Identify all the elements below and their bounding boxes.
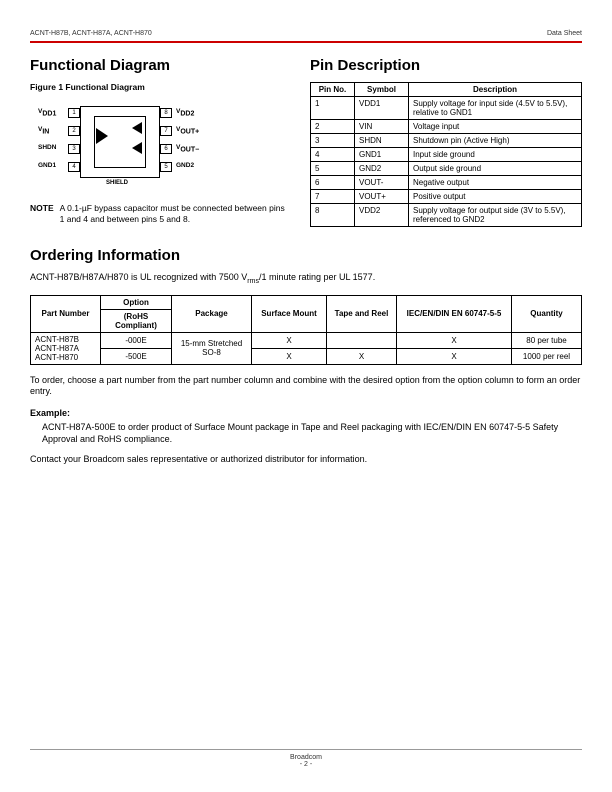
- pin-desc: Supply voltage for output side (3V to 5.…: [409, 204, 582, 227]
- input-amp-icon: [96, 128, 108, 144]
- ord-th-iec: IEC/EN/DIN EN 60747-5-5: [397, 295, 512, 332]
- ordering-heading: Ordering Information: [30, 247, 582, 264]
- pin-table-row: 1VDD1Supply voltage for input side (4.5V…: [311, 97, 582, 120]
- functional-diagram-heading: Functional Diagram: [30, 57, 290, 74]
- pin-desc: Output side ground: [409, 162, 582, 176]
- note-text: A 0.1-µF bypass capacitor must be connec…: [60, 203, 290, 225]
- page-header: ACNT-H87B, ACNT-H87A, ACNT-H870 Data She…: [30, 30, 582, 37]
- ord-pn-cell: ACNT-H87B ACNT-H87A ACNT-H870: [31, 332, 101, 364]
- order-instructions: To order, choose a part number from the …: [30, 375, 582, 398]
- pin-no: 2: [311, 120, 355, 134]
- header-left: ACNT-H87B, ACNT-H87A, ACNT-H870: [30, 30, 152, 37]
- label-vin: VIN: [38, 126, 49, 135]
- output-amp2-icon: [132, 142, 142, 154]
- ord-package: 15-mm Stretched SO-8: [172, 332, 252, 364]
- pin-table-row: 7VOUT+Positive output: [311, 190, 582, 204]
- pin-no: 3: [311, 134, 355, 148]
- pin-desc: Negative output: [409, 176, 582, 190]
- pin-symbol: VOUT-: [355, 176, 409, 190]
- pin-1-box: 1: [68, 108, 80, 118]
- pin-table-row: 2VINVoltage input: [311, 120, 582, 134]
- pin-symbol: VDD2: [355, 204, 409, 227]
- pin-no: 6: [311, 176, 355, 190]
- note-label: NOTE: [30, 203, 54, 225]
- pin-symbol: VIN: [355, 120, 409, 134]
- pin-no: 5: [311, 162, 355, 176]
- ord-opt-0: -000E: [101, 332, 172, 348]
- label-gnd1: GND1: [38, 162, 56, 169]
- pin-table-row: 8VDD2Supply voltage for output side (3V …: [311, 204, 582, 227]
- pin-table-row: 3SHDNShutdown pin (Active High): [311, 134, 582, 148]
- ord-iec-0: X: [397, 332, 512, 348]
- ord-th-option: Option: [101, 295, 172, 309]
- ordering-intro: ACNT-H87B/H87A/H870 is UL recognized wit…: [30, 272, 582, 285]
- pin-symbol: GND1: [355, 148, 409, 162]
- label-vdd1: VDD1: [38, 108, 56, 117]
- label-voutp: VOUT+: [176, 126, 199, 135]
- note: NOTE A 0.1-µF bypass capacitor must be c…: [30, 203, 290, 225]
- label-gnd2: GND2: [176, 162, 194, 169]
- pin-th-symbol: Symbol: [355, 83, 409, 97]
- functional-diagram: 1 2 3 4 8 7 6 5 VDD1 VIN SHDN GND1 VDD2 …: [30, 98, 290, 193]
- output-amp1-icon: [132, 122, 142, 134]
- ord-th-rohs: (RoHS Compliant): [101, 309, 172, 332]
- header-rule: [30, 41, 582, 43]
- pin-desc: Input side ground: [409, 148, 582, 162]
- contact-text: Contact your Broadcom sales representati…: [30, 454, 582, 466]
- pin-no: 1: [311, 97, 355, 120]
- ord-th-qty: Quantity: [512, 295, 582, 332]
- ord-qty-1: 1000 per reel: [512, 348, 582, 364]
- pin-2-box: 2: [68, 126, 80, 136]
- page-footer: Broadcom - 2 -: [0, 749, 612, 768]
- label-voutn: VOUT−: [176, 144, 199, 153]
- ord-sm-0: X: [252, 332, 327, 348]
- pin-8-box: 8: [160, 108, 172, 118]
- pin-symbol: VDD1: [355, 97, 409, 120]
- footer-page: - 2 -: [0, 761, 612, 768]
- pin-table-row: 4GND1Input side ground: [311, 148, 582, 162]
- pin-description-table: Pin No. Symbol Description 1VDD1Supply v…: [310, 82, 582, 227]
- example-text: ACNT-H87A-500E to order product of Surfa…: [42, 422, 582, 445]
- pin-no: 7: [311, 190, 355, 204]
- pin-6-box: 6: [160, 144, 172, 154]
- pin-5-box: 5: [160, 162, 172, 172]
- pin-symbol: VOUT+: [355, 190, 409, 204]
- pin-description-heading: Pin Description: [310, 57, 582, 74]
- ordering-table: Part Number Option Package Surface Mount…: [30, 295, 582, 365]
- pin-desc: Supply voltage for input side (4.5V to 5…: [409, 97, 582, 120]
- pin-3-box: 3: [68, 144, 80, 154]
- label-shield: SHIELD: [106, 180, 128, 186]
- ord-opt-1: -500E: [101, 348, 172, 364]
- ord-iec-1: X: [397, 348, 512, 364]
- pin-desc: Positive output: [409, 190, 582, 204]
- pin-th-desc: Description: [409, 83, 582, 97]
- ord-tr-0: [327, 332, 397, 348]
- figure-caption: Figure 1 Functional Diagram: [30, 82, 290, 92]
- ord-th-tr: Tape and Reel: [327, 295, 397, 332]
- pin-table-row: 6VOUT-Negative output: [311, 176, 582, 190]
- pin-symbol: GND2: [355, 162, 409, 176]
- ord-th-pn: Part Number: [31, 295, 101, 332]
- ord-qty-0: 80 per tube: [512, 332, 582, 348]
- header-right: Data Sheet: [547, 30, 582, 37]
- pin-no: 4: [311, 148, 355, 162]
- ord-th-package: Package: [172, 295, 252, 332]
- footer-company: Broadcom: [0, 754, 612, 761]
- label-vdd2: VDD2: [176, 108, 194, 117]
- example-label: Example:: [30, 408, 582, 418]
- ord-tr-1: X: [327, 348, 397, 364]
- pin-desc: Voltage input: [409, 120, 582, 134]
- pin-table-row: 5GND2Output side ground: [311, 162, 582, 176]
- pin-no: 8: [311, 204, 355, 227]
- pin-th-no: Pin No.: [311, 83, 355, 97]
- pin-7-box: 7: [160, 126, 172, 136]
- ord-sm-1: X: [252, 348, 327, 364]
- pin-desc: Shutdown pin (Active High): [409, 134, 582, 148]
- pin-symbol: SHDN: [355, 134, 409, 148]
- label-shdn: SHDN: [38, 144, 56, 151]
- pin-4-box: 4: [68, 162, 80, 172]
- ord-th-sm: Surface Mount: [252, 295, 327, 332]
